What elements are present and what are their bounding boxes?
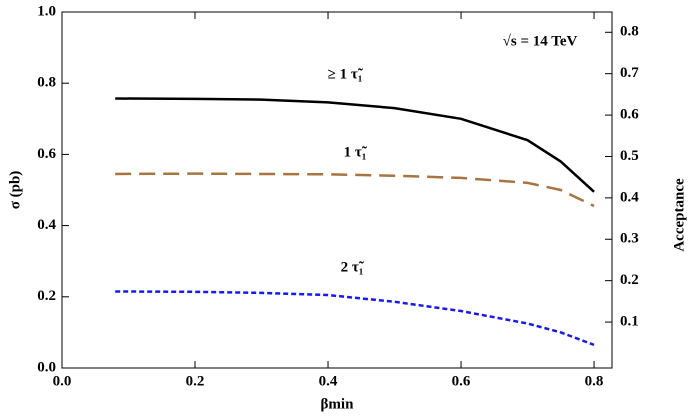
y2-tick-label: 0.2 (620, 272, 639, 288)
series-line (115, 290, 595, 347)
y-tick-label: 0.4 (37, 217, 56, 233)
y2-tick-label: 0.8 (620, 24, 639, 40)
x-tick-label: 0.6 (452, 373, 471, 389)
y2-tick-label: 0.4 (620, 189, 639, 205)
x-axis-label: βmin (321, 396, 355, 412)
y-tick-label: 0.2 (37, 288, 56, 304)
y-tick-label: 0.0 (37, 359, 56, 375)
plot-frame (61, 11, 613, 369)
y-tick-label: 0.6 (37, 146, 56, 162)
series-label: 2 τ̃₁ (341, 259, 364, 275)
y2-axis-label: Acceptance (671, 178, 687, 252)
y2-tick-label: 0.1 (620, 313, 639, 329)
y2-tick-label: 0.5 (620, 148, 639, 164)
y-axis-label: σ (pb) (7, 171, 23, 210)
series-line (115, 97, 595, 193)
y2-tick-label: 0.7 (620, 65, 639, 81)
x-tick-label: 0.2 (186, 373, 205, 389)
x-tick-label: 0.0 (53, 373, 72, 389)
y2-tick-label: 0.6 (620, 107, 639, 123)
series-line (115, 172, 595, 208)
y-tick-label: 1.0 (37, 3, 56, 19)
y2-tick-label: 0.3 (620, 231, 639, 247)
series-label: ≥ 1 τ̃₁ (328, 66, 363, 82)
x-tick-label: 0.8 (585, 373, 604, 389)
series-label: 1 τ̃₁ (344, 144, 367, 160)
annotation: √s = 14 TeV (503, 33, 578, 49)
y-tick-label: 0.8 (37, 75, 56, 91)
x-tick-label: 0.4 (319, 373, 338, 389)
